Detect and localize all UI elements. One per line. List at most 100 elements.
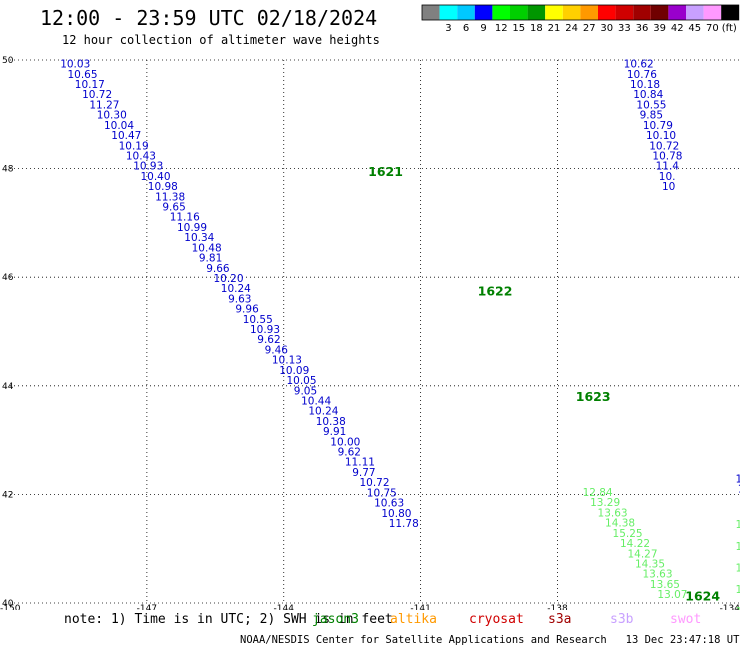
- wave-height-value[interactable]: 10.84: [633, 89, 663, 101]
- wave-height-value[interactable]: 13: [735, 541, 740, 553]
- wave-height-value[interactable]: 10.40: [140, 171, 170, 183]
- wave-height-value[interactable]: 9.85: [640, 110, 663, 122]
- wave-height-value[interactable]: 10.34: [184, 232, 214, 244]
- wave-height-value[interactable]: 13.29: [590, 497, 620, 509]
- wave-height-value[interactable]: 11.27: [89, 99, 119, 111]
- wave-height-value[interactable]: 10.99: [177, 222, 207, 234]
- wave-height-value[interactable]: 10.: [659, 171, 676, 183]
- wave-height-value[interactable]: 10.79: [643, 120, 673, 132]
- wave-height-value[interactable]: 15.: [735, 584, 740, 596]
- wave-height-value[interactable]: 10.30: [97, 110, 127, 122]
- wave-height-value[interactable]: 11.16: [170, 212, 200, 224]
- wave-height-value[interactable]: 13.63: [642, 569, 672, 581]
- credit-timestamp: 13 Dec 23:47:18 UTC 2024: [625, 634, 740, 646]
- wave-height-value[interactable]: 10.78: [652, 150, 682, 162]
- wave-height-value[interactable]: 10.93: [133, 161, 163, 173]
- wave-height-value[interactable]: 10.93: [250, 324, 280, 336]
- wave-height-value[interactable]: 10.24: [221, 283, 251, 295]
- wave-height-value[interactable]: 10.75: [367, 487, 397, 499]
- legend-swatch: [422, 5, 440, 20]
- wave-height-value[interactable]: 13: [735, 563, 740, 575]
- wave-height-value[interactable]: 10.72: [649, 140, 679, 152]
- footer-note: note: 1) Time is in UTC; 2) SWH is in fe…: [64, 612, 393, 627]
- wave-height-value[interactable]: 12.84: [583, 487, 613, 499]
- wave-height-value[interactable]: 10.43: [126, 150, 156, 162]
- wave-height-value[interactable]: 10.24: [308, 406, 338, 418]
- wave-height-value[interactable]: 10.03: [60, 59, 90, 71]
- wave-height-value[interactable]: 14.27: [627, 548, 657, 560]
- wave-height-value[interactable]: 10.55: [243, 314, 273, 326]
- wave-height-value[interactable]: 10.09: [279, 365, 309, 377]
- legend-swatch: [703, 5, 722, 20]
- wave-height-value[interactable]: 1.: [735, 473, 740, 485]
- wave-height-value[interactable]: 13.63: [598, 507, 628, 519]
- wave-height-value[interactable]: 10.38: [316, 416, 346, 428]
- wave-height-value[interactable]: 11.11: [345, 457, 375, 469]
- wave-height-value[interactable]: 10.04: [104, 120, 134, 132]
- wave-height-value[interactable]: 10.20: [213, 273, 243, 285]
- wave-height-value[interactable]: 9.65: [162, 202, 185, 214]
- wave-height-map[interactable]: 50 48 46 44 42 40-150 -147 -144 -141 -138 -134 10.0…: [0, 0, 740, 610]
- wave-height-value[interactable]: 10.63: [374, 498, 404, 510]
- wave-height-value[interactable]: 10.00: [330, 436, 360, 448]
- wave-height-value[interactable]: 9.91: [323, 426, 346, 438]
- wave-height-value[interactable]: 13.65: [650, 579, 680, 591]
- wave-height-value[interactable]: 14.38: [605, 518, 635, 530]
- wave-height-value[interactable]: 9.62: [338, 447, 361, 459]
- wave-height-value[interactable]: 10.62: [624, 59, 654, 71]
- legend-tick-label: 18: [530, 23, 543, 34]
- legend-swatch: [668, 5, 686, 20]
- wave-height-value[interactable]: 13.: [735, 606, 740, 610]
- wave-height-value[interactable]: 9.63: [228, 293, 251, 305]
- wave-height-value[interactable]: 10.05: [286, 375, 316, 387]
- wave-height-value[interactable]: 9.62: [257, 334, 280, 346]
- wave-height-value[interactable]: 10.80: [381, 508, 411, 520]
- legend-tick-label: 6: [463, 23, 469, 34]
- wave-height-value[interactable]: 10.98: [148, 181, 178, 193]
- wave-height-value[interactable]: 13.07: [657, 589, 687, 601]
- wave-height-value[interactable]: 10.48: [192, 242, 222, 254]
- wave-height-value[interactable]: 14.35: [635, 558, 665, 570]
- wave-height-value[interactable]: 9.05: [294, 385, 317, 397]
- wave-height-value[interactable]: 10.44: [301, 395, 331, 407]
- lat-tick-label: 48: [2, 165, 14, 175]
- wave-height-value[interactable]: 10: [662, 181, 675, 193]
- wave-height-value[interactable]: 15.25: [613, 528, 643, 540]
- legend-swatch: [527, 5, 546, 20]
- legend-tick-label: 24: [565, 23, 578, 34]
- wave-height-value[interactable]: 14.22: [620, 538, 650, 550]
- wave-height-value[interactable]: 9.77: [352, 467, 375, 479]
- wave-height-value[interactable]: 10.76: [627, 69, 657, 81]
- credit-text: NOAA/NESDIS Center for Satellite Applica…: [240, 634, 607, 646]
- wave-height-value[interactable]: 10.47: [111, 130, 141, 142]
- wave-height-value[interactable]: 10.72: [359, 477, 389, 489]
- lon-tick-label: -147: [137, 604, 157, 610]
- wave-height-value[interactable]: 10.55: [636, 99, 666, 111]
- wave-height-value[interactable]: 10.18: [630, 79, 660, 91]
- legend-tick-label: 9: [480, 23, 486, 34]
- color-legend: 3 6 9 12 15 18 21 24 27 30 33 36 39 42 45 70 (ft): [421, 4, 740, 34]
- wave-height-value[interactable]: 11.38: [155, 191, 185, 203]
- wave-height-value[interactable]: 10.72: [82, 89, 112, 101]
- wave-height-value[interactable]: 9.96: [235, 304, 259, 316]
- wave-height-value[interactable]: 11.78: [389, 518, 419, 530]
- wave-height-value[interactable]: 10.10: [646, 130, 676, 142]
- wave-height-value[interactable]: 10: [738, 484, 740, 496]
- sat-label-s3b: s3b: [610, 612, 634, 627]
- sat-label-altika: altika: [390, 612, 437, 627]
- wave-height-value[interactable]: 9.66: [206, 263, 230, 275]
- wave-height-value[interactable]: 9.81: [199, 253, 222, 265]
- wave-height-value[interactable]: 10.19: [119, 140, 149, 152]
- wave-height-value[interactable]: 11.4: [656, 161, 680, 173]
- wave-height-value[interactable]: 12: [735, 519, 740, 531]
- lon-tick-label: -141: [410, 604, 430, 610]
- legend-swatch: [598, 5, 616, 20]
- wave-height-value[interactable]: 10.17: [75, 79, 105, 91]
- wave-height-value[interactable]: 10.13: [272, 355, 302, 367]
- legend-tick-label: 36: [636, 23, 649, 34]
- satellite-track: 12.8413.2913.6314.3815.2514.2214.2714.35…: [583, 487, 688, 601]
- wave-height-value[interactable]: 9.46: [265, 344, 289, 356]
- page-subtitle: 12 hour collection of altimeter wave hei…: [62, 33, 380, 47]
- lon-tick-label: -144: [274, 604, 295, 610]
- wave-height-value[interactable]: 10.65: [67, 69, 97, 81]
